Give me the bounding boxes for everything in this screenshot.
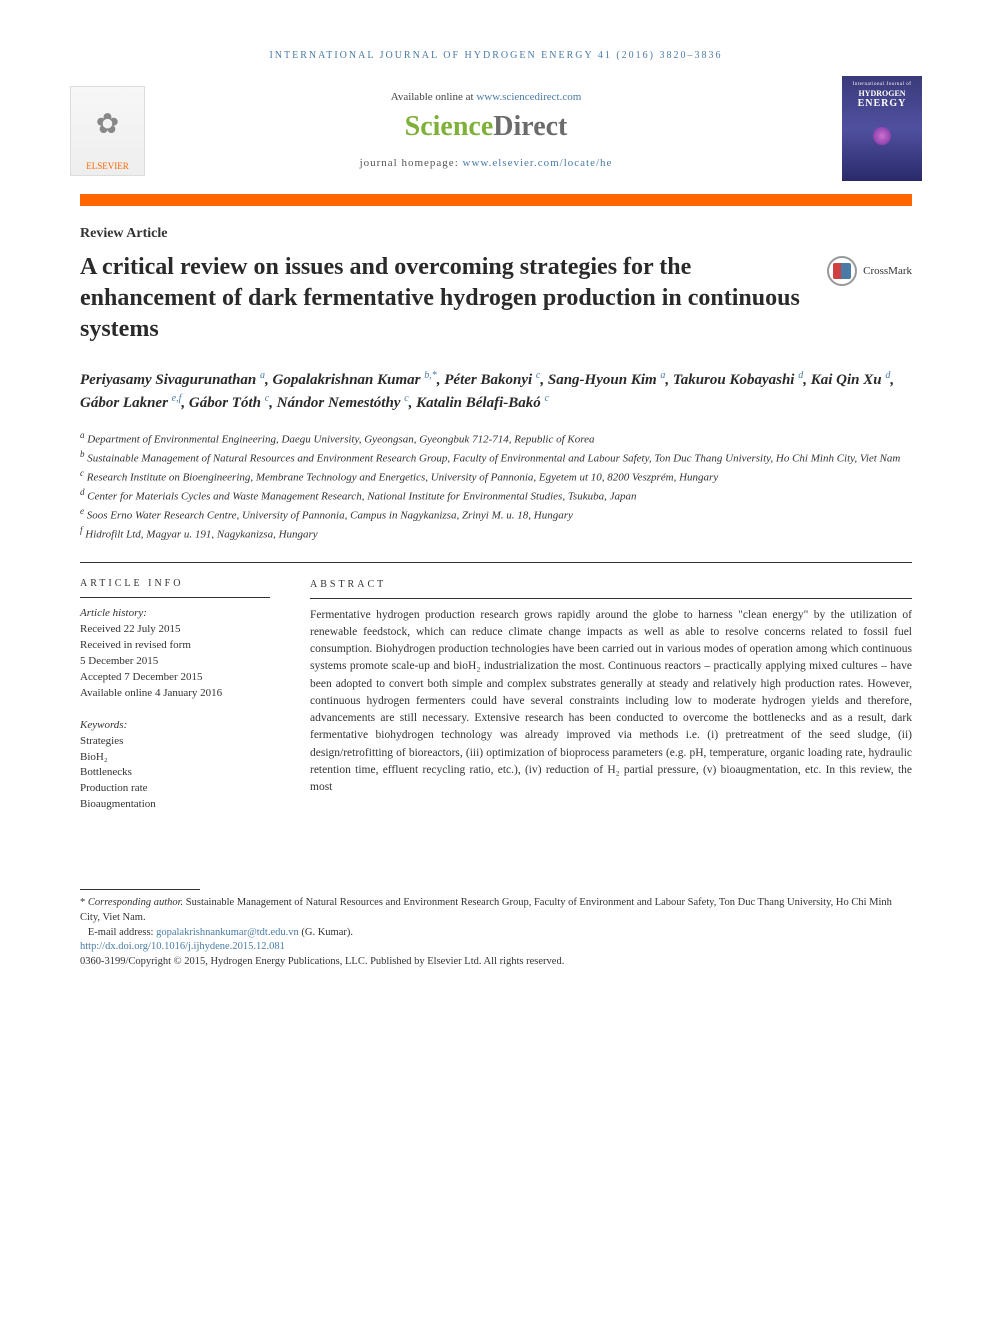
elsevier-logo-label: ELSEVIER <box>86 161 129 171</box>
keyword-item: Production rate <box>80 781 270 797</box>
affiliation-item: d Center for Materials Cycles and Waste … <box>80 486 912 505</box>
article-history-label: Article history: <box>80 606 270 622</box>
affiliation-item: b Sustainable Management of Natural Reso… <box>80 448 912 467</box>
sciencedirect-logo-science: Science <box>405 111 494 142</box>
section-divider <box>80 562 912 563</box>
article-title: A critical review on issues and overcomi… <box>80 252 807 346</box>
sciencedirect-logo: ScienceDirect <box>180 111 792 143</box>
accent-bar <box>80 194 912 206</box>
copyright-text: 0360-3199/Copyright © 2015, Hydrogen Ene… <box>80 955 912 970</box>
article-info-column: article info Article history: Received 2… <box>80 577 270 830</box>
homepage-prefix: journal homepage: <box>360 157 463 169</box>
keyword-item: BioH₂ <box>80 750 270 766</box>
available-online-text: Available online at www.sciencedirect.co… <box>180 91 792 103</box>
corr-text: Sustainable Management of Natural Resour… <box>80 897 892 923</box>
affiliation-item: a Department of Environmental Engineerin… <box>80 429 912 448</box>
keyword-item: Strategies <box>80 734 270 750</box>
affiliation-item: c Research Institute on Bioengineering, … <box>80 467 912 486</box>
cover-line3: ENERGY <box>846 98 918 109</box>
cover-line1: International Journal of <box>846 82 918 87</box>
doi-link[interactable]: http://dx.doi.org/10.1016/j.ijhydene.201… <box>80 940 912 955</box>
corr-marker: * <box>80 897 85 908</box>
journal-homepage-link[interactable]: www.elsevier.com/locate/he <box>463 157 613 169</box>
affiliation-item: e Soos Erno Water Research Centre, Unive… <box>80 505 912 524</box>
elsevier-logo: ✿ ELSEVIER <box>70 86 145 176</box>
cover-line2: HYDROGEN <box>846 89 918 98</box>
sciencedirect-logo-direct: Direct <box>493 111 567 142</box>
keyword-item: Bottlenecks <box>80 765 270 781</box>
footnotes-block: * Corresponding author. Sustainable Mana… <box>80 896 912 969</box>
running-head: international journal of hydrogen energy… <box>80 50 912 61</box>
email-label: E-mail address: <box>88 927 156 938</box>
keywords-block: Keywords: StrategiesBioH₂BottlenecksProd… <box>80 718 270 814</box>
header-block: ✿ ELSEVIER Available online at www.scien… <box>80 81 912 179</box>
corresponding-author-note: * Corresponding author. Sustainable Mana… <box>80 896 912 925</box>
history-line: Accepted 7 December 2015 <box>80 670 270 686</box>
abstract-head: abstract <box>310 577 912 599</box>
keywords-label: Keywords: <box>80 718 270 734</box>
elsevier-tree-icon: ✿ <box>96 87 119 161</box>
journal-cover-thumbnail: International Journal of HYDROGEN ENERGY <box>842 76 922 181</box>
history-line: Received in revised form <box>80 638 270 654</box>
authors-list: Periyasamy Sivagurunathan a, Gopalakrish… <box>80 368 912 415</box>
affiliations-list: a Department of Environmental Engineerin… <box>80 429 912 544</box>
article-type: Review Article <box>80 226 912 242</box>
history-line: 5 December 2015 <box>80 654 270 670</box>
cover-graphic-icon <box>873 127 891 145</box>
corresponding-email-link[interactable]: gopalakrishnankumar@tdt.edu.vn <box>156 927 299 938</box>
crossmark-badge[interactable]: CrossMark <box>827 252 912 286</box>
abstract-text: Fermentative hydrogen production researc… <box>310 607 912 797</box>
journal-homepage-text: journal homepage: www.elsevier.com/locat… <box>180 157 792 169</box>
article-info-head: article info <box>80 577 270 599</box>
sciencedirect-link[interactable]: www.sciencedirect.com <box>476 91 581 103</box>
footnote-separator <box>80 889 200 890</box>
available-prefix: Available online at <box>391 91 477 103</box>
email-note: E-mail address: gopalakrishnankumar@tdt.… <box>80 926 912 941</box>
crossmark-icon <box>827 256 857 286</box>
affiliation-item: f Hidrofilt Ltd, Magyar u. 191, Nagykani… <box>80 524 912 543</box>
keyword-item: Bioaugmentation <box>80 797 270 813</box>
corr-label: Corresponding author. <box>88 897 183 908</box>
crossmark-label: CrossMark <box>863 265 912 277</box>
abstract-column: abstract Fermentative hydrogen productio… <box>310 577 912 830</box>
article-history-block: Article history: Received 22 July 2015Re… <box>80 606 270 702</box>
history-line: Available online 4 January 2016 <box>80 686 270 702</box>
history-line: Received 22 July 2015 <box>80 622 270 638</box>
email-suffix: (G. Kumar). <box>299 927 353 938</box>
